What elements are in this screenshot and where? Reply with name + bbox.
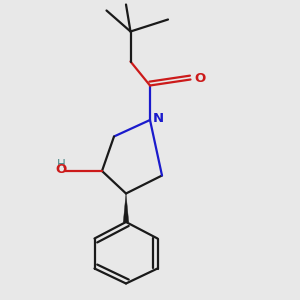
Text: N: N (153, 112, 164, 125)
Text: O: O (194, 72, 206, 85)
Text: H: H (57, 158, 66, 171)
Polygon shape (123, 194, 129, 222)
Text: O: O (56, 163, 67, 176)
